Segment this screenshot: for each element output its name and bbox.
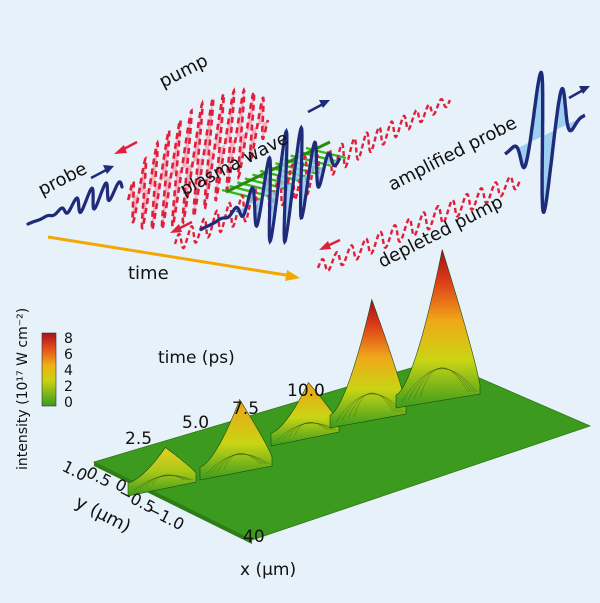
colorbar-tick-4: 4 [64,363,73,379]
surface-pulse [199,398,273,481]
probe-wave [26,165,124,226]
surface-pulse [329,298,407,429]
colorbar-tick-0: 0 [64,395,73,411]
surface-pulse [395,249,481,409]
surface-pulse-ridge [341,393,401,421]
colorbar-tick-6: 6 [64,347,73,363]
time-axis-label: time (ps) [158,348,235,368]
surface-pulse-ridge [139,475,191,489]
time-tick-2-5: 2.5 [125,429,152,449]
colorbar-tick-8: 8 [64,331,73,347]
time-tick-5-0: 5.0 [182,413,209,433]
time-tick-10-0: 10.0 [287,381,325,401]
surface-pulse-ridge [133,475,194,491]
colorbar-tick-2: 2 [64,379,73,395]
surface-pulses [127,249,481,497]
colorbar: 8 6 4 2 0 [41,331,73,411]
interaction-probe-wave [199,100,342,246]
colorbar-label: intensity (10¹⁷ W cm⁻²) [15,308,31,470]
x-axis-label: x (μm) [240,560,296,580]
surface-pulse [270,381,340,447]
surface-pulse-ridge [205,454,270,475]
surface-pulse-ridge [294,422,328,435]
surface-pulse-ridge [223,453,261,469]
surface-pulse-ridge [347,393,398,419]
surface-pulse-ridge [282,422,334,439]
amplified-probe-wave [504,70,590,215]
surface-pulse-ridge [419,367,469,397]
label-pump: pump [156,50,212,92]
surface-pulse-ridge [407,368,475,401]
surface-pulse-ridge [217,453,264,471]
surface-pulse-ridge [288,422,331,437]
surface-pulse-ridge [151,474,185,485]
label-probe: probe [35,158,91,200]
pump-wave [114,87,270,233]
time-arrow [47,235,300,281]
label-amplified-probe: amplified probe [385,113,521,196]
label-time: time [128,263,169,284]
depleted-pump-wave [316,175,522,273]
surface-pulse-ridge [413,367,472,399]
surface-pulse-ridge [401,368,478,403]
x-tick-40: 40 [243,527,265,547]
time-tick-7-5: 7.5 [232,399,259,419]
surface-pulse-ridge [145,474,188,487]
surface-pulse-ridge [211,453,267,473]
